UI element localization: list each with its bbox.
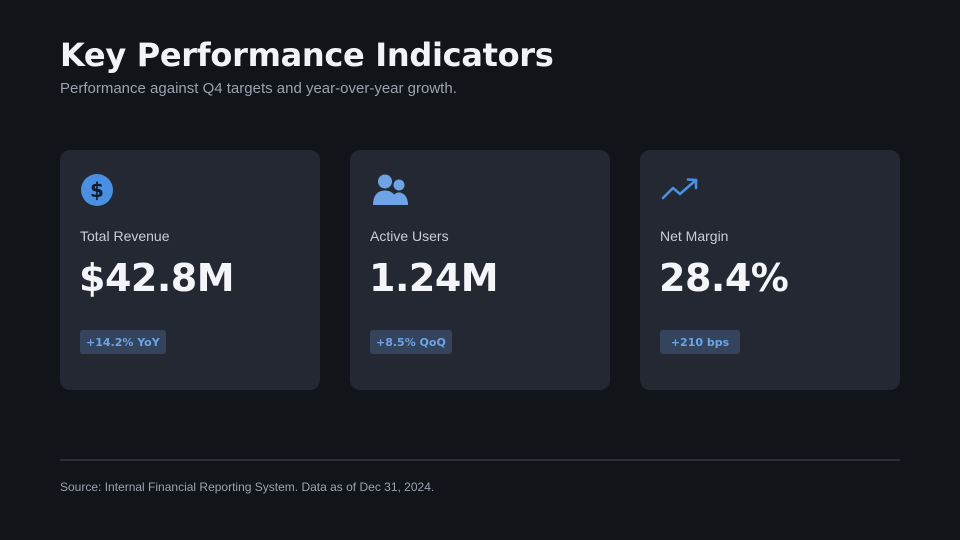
svg-text:$: $	[90, 178, 104, 202]
kpi-label: Total Revenue	[80, 228, 170, 244]
kpi-label: Net Margin	[660, 228, 729, 244]
footer-divider	[60, 459, 900, 461]
kpi-value: 1.24M	[369, 256, 499, 300]
kpi-label: Active Users	[370, 228, 449, 244]
source-note: Source: Internal Financial Reporting Sys…	[60, 480, 435, 494]
trending-up-icon	[660, 170, 700, 210]
kpi-value: $42.8M	[79, 256, 235, 300]
kpi-card-total-revenue: $ Total Revenue $42.8M +14.2% YoY	[60, 150, 320, 390]
kpi-card-active-users: Active Users 1.24M +8.5% QoQ	[350, 150, 610, 390]
kpi-card-net-margin: Net Margin 28.4% +210 bps	[640, 150, 900, 390]
kpi-change-badge: +8.5% QoQ	[370, 330, 452, 354]
kpi-change-badge: +210 bps	[660, 330, 740, 354]
kpi-value: 28.4%	[659, 256, 789, 300]
page-subtitle: Performance against Q4 targets and year-…	[60, 80, 457, 97]
page-title: Key Performance Indicators	[60, 36, 554, 74]
users-icon	[370, 170, 410, 210]
dollar-circle-icon: $	[80, 170, 120, 210]
kpi-change-badge: +14.2% YoY	[80, 330, 166, 354]
